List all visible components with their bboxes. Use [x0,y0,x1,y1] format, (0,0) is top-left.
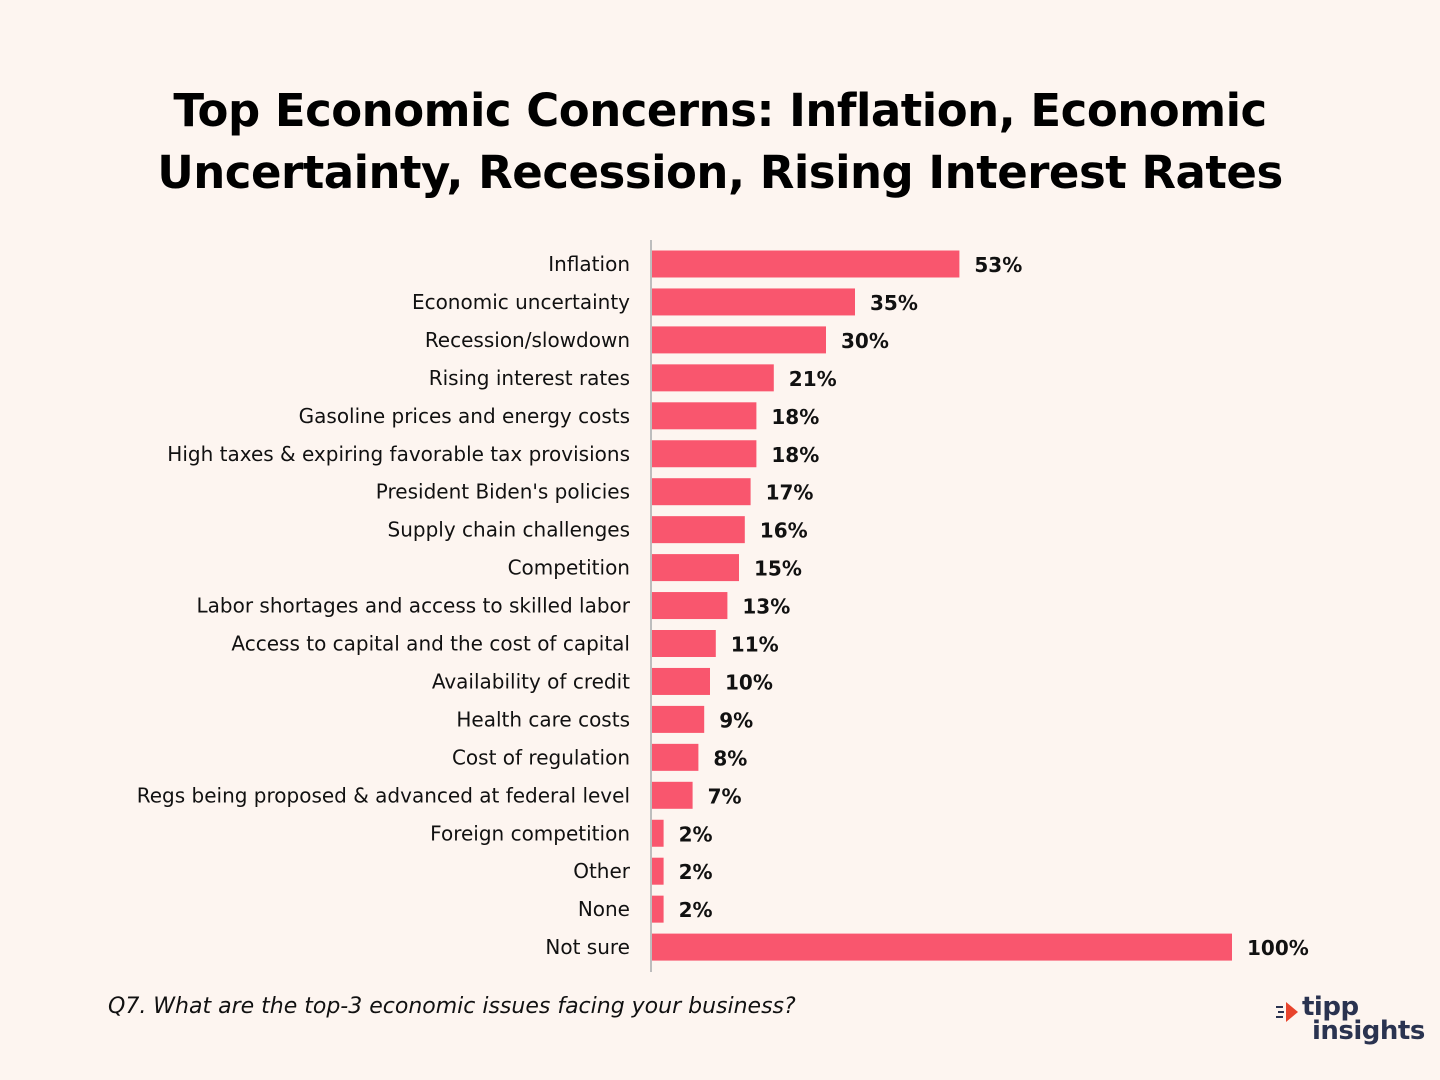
category-label: Labor shortages and access to skilled la… [196,594,630,618]
survey-question-footnote: Q7. What are the top-3 economic issues f… [108,994,796,1019]
data-label: 100% [1247,936,1309,960]
category-label: Competition [508,556,630,580]
category-label: Gasoline prices and energy costs [299,404,630,428]
data-label: 18% [771,443,819,467]
data-label: 30% [841,329,889,353]
category-label: Availability of credit [432,669,630,693]
bar [652,554,739,582]
category-label: Other [573,859,631,883]
data-label: 8% [713,746,747,770]
category-label: Not sure [545,935,630,959]
category-label: Foreign competition [430,821,630,845]
data-label: 9% [719,708,753,732]
bar [652,402,757,430]
bar [652,933,1232,961]
data-label: 13% [742,595,790,619]
bar-chart: Inflation 53% Economic uncertainty 35% Reces… [137,240,1309,972]
data-label: 10% [725,670,773,694]
data-label: 18% [771,405,819,429]
category-label: Economic uncertainty [412,290,630,314]
category-label: Health care costs [456,707,630,731]
data-label: 2% [679,822,713,846]
category-label: Regs being proposed & advanced at federa… [137,783,630,807]
bar [652,819,664,847]
category-label: Supply chain challenges [388,518,630,542]
data-label: 21% [789,367,837,391]
chart-title: Top Economic Concerns: Inflation, Econom… [0,80,1440,204]
bar [652,781,693,809]
category-label: President Biden's policies [376,480,630,504]
bar [652,743,699,771]
category-label: Recession/slowdown [425,328,630,352]
bar [652,326,826,354]
data-label: 16% [760,519,808,543]
bar [652,364,774,392]
category-label: Cost of regulation [452,745,630,769]
bar [652,630,716,657]
data-label: 2% [679,898,713,922]
data-label: 17% [766,481,814,505]
data-label: 15% [754,557,802,581]
logo-mark-icon [1276,1002,1298,1022]
bar [652,895,664,923]
bar [652,667,710,695]
category-label: Rising interest rates [429,366,630,390]
data-label: 7% [708,784,742,808]
data-label: 53% [974,253,1022,277]
logo-text-tipp: tipp [1302,992,1359,1022]
chart-title-line-1: Top Economic Concerns: Inflation, Econom… [173,84,1267,137]
bar [652,857,664,885]
bar [652,516,745,544]
category-label: Access to capital and the cost of capita… [231,632,630,656]
category-label: Inflation [548,252,630,276]
bar [652,705,705,733]
data-label: 2% [679,860,713,884]
category-label: High taxes & expiring favorable tax prov… [167,442,630,466]
data-label: 11% [731,633,779,657]
category-label: None [578,897,630,921]
bar [652,288,855,316]
logo-text-insights: insights [1312,1016,1425,1046]
bar [652,478,751,506]
bar [652,250,960,278]
data-label: 35% [870,291,918,315]
bar [652,592,728,620]
bar [652,440,757,468]
chart-title-line-2: Uncertainty, Recession, Rising Interest … [157,146,1283,199]
tipp-insights-logo: tipp insights [1276,992,1426,1052]
